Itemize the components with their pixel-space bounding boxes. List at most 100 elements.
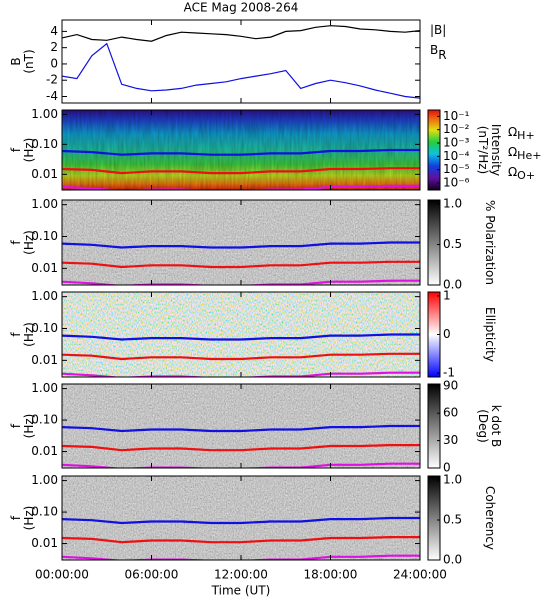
series-line	[62, 167, 420, 175]
colorbar	[427, 199, 441, 286]
series-line	[62, 444, 420, 452]
y-axis-label-line: (Hz)	[22, 138, 36, 163]
legend-sub: O+	[517, 169, 535, 182]
y-axis-label-line: f	[9, 515, 23, 520]
legend-name: Ω	[508, 165, 517, 179]
series-line	[62, 371, 420, 377]
series-line	[61, 25, 421, 42]
colorbar-label-line: (nT²/Hz)	[477, 126, 491, 174]
series-line	[62, 279, 420, 285]
y-axis-label-line: (Hz)	[22, 414, 36, 439]
colorbar-label: Intensity(nT²/Hz)	[477, 124, 504, 176]
colorbar-label-line: Intensity	[490, 124, 504, 176]
y-tick-label: -4	[46, 89, 58, 103]
y-tick-label: 0.10	[31, 229, 58, 243]
series-line	[62, 554, 420, 560]
colorbar-label-line: % Polarization	[484, 200, 498, 285]
series-line	[62, 536, 420, 544]
colorbar-tick-label: 10⁻⁵	[443, 162, 470, 176]
colorbar-tick-label: 0.0	[443, 553, 462, 567]
y-tick-label: 0	[50, 56, 58, 70]
colorbar-tick-label: 10⁻¹	[443, 109, 470, 123]
x-tick-label: 06:00:00	[125, 568, 179, 582]
y-tick-label: 1.00	[31, 473, 58, 487]
y-tick-label: 0.01	[31, 167, 58, 181]
series-line	[62, 516, 420, 525]
y-tick-label: 0.01	[31, 444, 58, 458]
colorbar-label: % Polarization	[484, 200, 498, 285]
colorbar-tick-label: 10⁻³	[443, 136, 470, 150]
colorbar-label: k dot B(Deg)	[477, 405, 504, 447]
series-group	[62, 148, 420, 190]
series-group	[62, 333, 420, 377]
legend-label: ΩHe+	[508, 145, 541, 163]
colorbar-label-line: (Deg)	[477, 409, 491, 443]
legend-label: BR	[430, 43, 447, 62]
y-tick-label: 1.00	[31, 381, 58, 395]
colorbar-tick-label: 60	[443, 406, 458, 420]
colorbar-label: Ellipticity	[484, 307, 498, 362]
legend-name: Ω	[508, 145, 517, 159]
y-tick-label: 0.10	[31, 321, 58, 335]
colorbar-tick-label: 10⁻⁴	[443, 149, 470, 163]
legend-name: Ω	[508, 125, 517, 139]
chart-title: ACE Mag 2008-264	[184, 1, 299, 15]
series-line	[61, 42, 421, 99]
colorbar-tick-label: 1	[443, 288, 451, 302]
series-line	[62, 462, 420, 468]
colorbar-label-line: Ellipticity	[484, 307, 498, 362]
legend-sub: H+	[517, 129, 535, 142]
colorbar-tick-label: 1.0	[443, 197, 462, 211]
colorbar-tick-label: 0.5	[443, 513, 462, 527]
y-tick-label: 0.10	[31, 413, 58, 427]
y-tick-label: 1.00	[31, 107, 58, 121]
colorbar-tick-label: 30	[443, 433, 458, 447]
y-axis-label: f(Hz)	[9, 414, 36, 439]
colorbar-tick-label: 10⁻²	[443, 122, 470, 136]
colorbar-tick-label: -1	[443, 366, 455, 380]
series-group	[62, 424, 420, 468]
colorbar-tick-label: 0	[443, 327, 451, 341]
colorbar	[427, 475, 441, 561]
colorbar	[427, 383, 441, 469]
colorbar-tick-label: 0.5	[443, 237, 462, 251]
y-tick-label: 1.00	[31, 289, 58, 303]
series-line	[62, 424, 420, 433]
y-tick-label: 0.01	[31, 353, 58, 367]
series-group	[62, 241, 420, 285]
series-line	[62, 241, 420, 249]
x-tick-label: 18:00:00	[304, 568, 358, 582]
y-tick-label: 0.01	[31, 536, 58, 550]
legend-sub: He+	[517, 149, 541, 162]
series-group	[62, 516, 420, 560]
y-tick-label: 2	[50, 40, 58, 54]
y-axis-label-line: f	[9, 423, 23, 428]
colorbar-tick-label: 90	[443, 378, 458, 392]
y-tick-label: 1.00	[31, 197, 58, 211]
y-axis-label-line: f	[9, 332, 23, 337]
x-tick-label: 12:00:00	[214, 568, 268, 582]
plot-frame	[61, 19, 421, 104]
colorbar-tick-label: 0.0	[443, 278, 462, 292]
legend-sub: R	[438, 48, 446, 62]
legend-name: |B|	[430, 23, 446, 37]
x-tick-label: 00:00:00	[35, 568, 89, 582]
y-tick-label: 0.10	[31, 137, 58, 151]
series-line	[62, 184, 420, 190]
y-tick-label: -2	[46, 73, 58, 87]
colorbar-tick-label: 10⁻⁶	[443, 176, 470, 190]
y-axis-label-line: f	[9, 147, 23, 152]
y-axis-label-line: f	[9, 240, 23, 245]
y-axis-label: B(nT)	[9, 49, 36, 73]
y-axis-label-line: (nT)	[22, 49, 36, 73]
series-line	[62, 352, 420, 361]
legend-label: ΩO+	[508, 165, 535, 183]
series-line	[62, 333, 420, 341]
x-axis-label: Time (UT)	[211, 584, 271, 598]
y-tick-label: 4	[50, 24, 58, 38]
colorbar-tick-label: 1.0	[443, 473, 462, 487]
y-axis-label-line: B	[9, 57, 23, 65]
series-group	[61, 25, 421, 99]
colorbar-tick-label: 0	[443, 461, 451, 475]
y-axis-label-line: (Hz)	[22, 506, 36, 531]
